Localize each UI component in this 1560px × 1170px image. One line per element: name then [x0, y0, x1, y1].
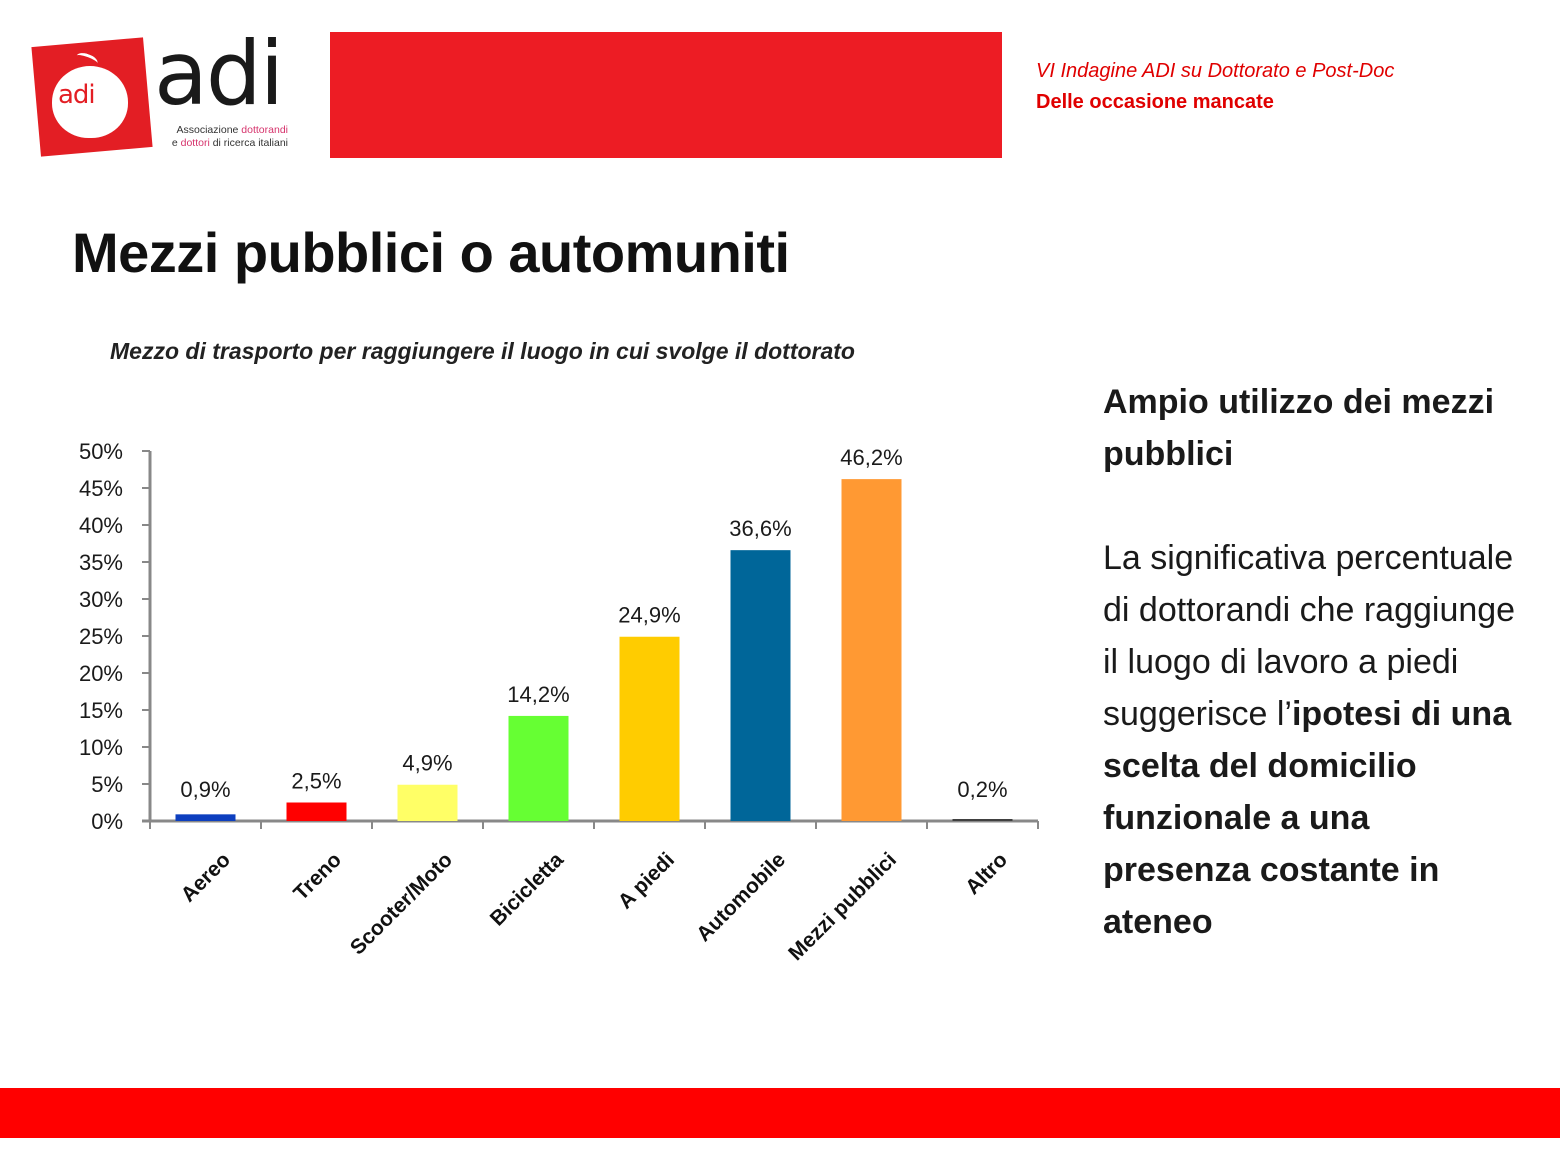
side-body-bold: ipotesi di una scelta del domicilio funz… [1103, 695, 1512, 941]
x-tick-label: Bicicletta [486, 848, 569, 931]
bar-treno [286, 802, 347, 821]
data-label: 4,9% [402, 751, 452, 776]
x-tick-label: Aereo [177, 848, 235, 906]
bar-bicicletta [508, 715, 569, 821]
data-label: 36,6% [729, 516, 791, 541]
y-tick-label: 10% [79, 735, 123, 760]
side-heading: Ampio utilizzo dei mezzi pubblici [1103, 383, 1495, 473]
bar-automobile [730, 550, 791, 821]
y-tick-label: 45% [79, 476, 123, 501]
x-tick-label: A piedi [614, 848, 679, 913]
data-label: 0,9% [180, 777, 230, 802]
header-info: VI Indagine ADI su Dottorato e Post-Doc … [1036, 56, 1394, 118]
bar-aereo [175, 814, 236, 821]
bar-a-piedi [619, 636, 680, 821]
x-tick-label: Treno [289, 848, 346, 905]
side-commentary: Ampio utilizzo dei mezzi pubblici La sig… [1103, 376, 1523, 948]
y-tick-label: 40% [79, 513, 123, 538]
y-tick-label: 5% [91, 772, 123, 797]
logo-subtitle: Associazione dottorandi e dottori di ric… [148, 124, 288, 150]
y-tick-label: 15% [79, 698, 123, 723]
logo-wordmark: adi [154, 22, 284, 125]
x-tick-label: Automobile [692, 848, 790, 946]
page-title: Mezzi pubblici o automuniti [72, 221, 790, 284]
x-tick-label: Mezzi pubblici [784, 848, 901, 965]
logo-sub-text: Associazione [176, 124, 242, 136]
y-tick-label: 35% [79, 550, 123, 575]
logo-sub-highlight: dottori [180, 137, 210, 149]
logo-apple-text: adi [58, 80, 96, 110]
bar-altro [952, 819, 1013, 821]
bar-scooter-moto [397, 784, 458, 821]
data-label: 24,9% [618, 603, 680, 628]
logo-sub-highlight: dottorandi [241, 124, 288, 136]
y-tick-label: 30% [79, 587, 123, 612]
data-label: 2,5% [291, 769, 341, 794]
x-tick-label: Altro [961, 848, 1012, 899]
apple-icon [52, 66, 128, 138]
data-label: 14,2% [507, 682, 569, 707]
adi-logo: adi adi Associazione dottorandi e dottor… [30, 26, 300, 160]
report-title: Delle occasione mancate [1036, 91, 1274, 113]
chart-title: Mezzo di trasporto per raggiungere il lu… [110, 338, 855, 364]
side-body: La significativa percentuale di dottoran… [1103, 532, 1523, 948]
bar-mezzi-pubblici [841, 479, 902, 821]
side-body-plain: La significativa percentuale di dottoran… [1103, 539, 1516, 733]
data-label: 46,2% [840, 445, 902, 470]
survey-title: VI Indagine ADI su Dottorato e Post-Doc [1036, 60, 1395, 82]
x-tick-label: Scooter/Moto [346, 848, 457, 959]
y-tick-label: 0% [91, 809, 123, 834]
header-red-banner [330, 32, 1002, 158]
footer-red-bar [0, 1088, 1560, 1138]
data-label: 0,2% [957, 777, 1007, 802]
y-tick-label: 25% [79, 624, 123, 649]
y-tick-label: 50% [79, 439, 123, 464]
y-tick-label: 20% [79, 661, 123, 686]
logo-sub-text: e [171, 137, 181, 149]
logo-sub-text: di ricerca italiani [209, 137, 288, 149]
